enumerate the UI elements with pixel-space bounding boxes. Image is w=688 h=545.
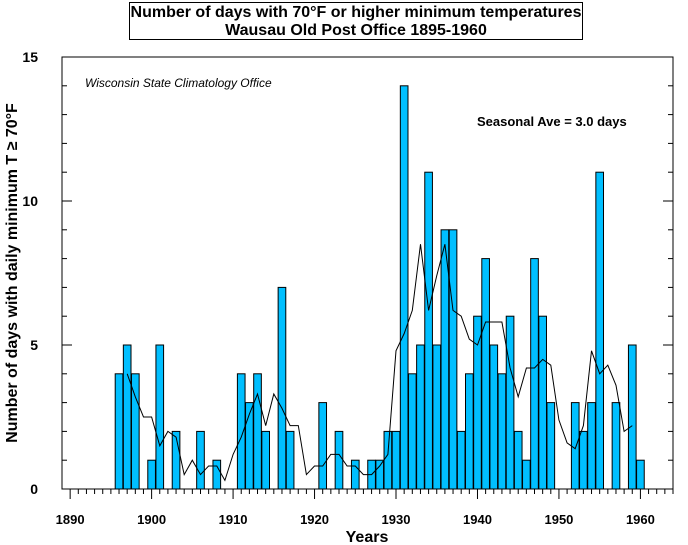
bar-1901 <box>155 344 165 490</box>
bar-1897 <box>122 344 132 490</box>
bar-1921 <box>318 402 328 490</box>
x-axis-label: Years <box>346 529 389 545</box>
bar-1947 <box>530 258 539 490</box>
bar-1908 <box>212 459 222 490</box>
running-average-line <box>126 244 633 482</box>
bar-1941 <box>481 258 490 490</box>
x-tick-label: 1930 <box>382 512 411 527</box>
bar-1933 <box>416 344 425 490</box>
bar-1931 <box>399 85 409 490</box>
bar-1913 <box>253 373 262 490</box>
bar-1957 <box>611 402 621 490</box>
chart-subtitle: Wausau Old Post Office 1895-1960 <box>225 22 487 39</box>
bar-1923 <box>334 430 344 490</box>
bar-1917 <box>285 430 295 490</box>
bar-1954 <box>587 402 596 490</box>
bar-1930 <box>391 430 401 490</box>
y-tick-label: 10 <box>22 193 38 209</box>
y-axis-ticks: 0 5 10 15 <box>22 49 673 497</box>
plot-area: 1890 1900 1910 1920 1930 1940 1950 1960 0 5 10 15 <box>22 49 674 527</box>
bar-1914 <box>261 430 270 490</box>
seasonal-average-annotation: Seasonal Ave = 3.0 days <box>477 114 627 129</box>
bar-series <box>114 85 645 490</box>
x-tick-label: 1910 <box>219 512 248 527</box>
y-tick-label: 5 <box>30 337 38 353</box>
bar-1946 <box>522 459 531 490</box>
bar-1943 <box>497 373 507 490</box>
bar-1925 <box>350 459 360 490</box>
y-tick-label: 15 <box>22 49 38 65</box>
bar-1955 <box>595 171 605 490</box>
bar-1944 <box>505 315 515 490</box>
chart-title-box: Number of days with 70°F or higher minim… <box>129 2 583 40</box>
bar-1896 <box>114 373 124 490</box>
bar-1935 <box>432 344 442 490</box>
bar-1949 <box>546 402 556 490</box>
bar-1916 <box>277 286 287 490</box>
bar-1898 <box>130 373 140 490</box>
bar-1928 <box>375 459 385 490</box>
bar-1945 <box>513 430 523 490</box>
x-tick-label: 1920 <box>300 512 329 527</box>
x-tick-label: 1900 <box>137 512 166 527</box>
bar-1932 <box>407 373 417 490</box>
bar-1906 <box>196 430 205 490</box>
bar-1903 <box>171 430 181 490</box>
x-tick-label: 1950 <box>544 512 573 527</box>
source-note: Wisconsin State Climatology Office <box>85 76 272 90</box>
bar-1939 <box>465 373 474 490</box>
bar-1900 <box>147 459 156 490</box>
bar-1953 <box>579 430 588 490</box>
bar-1937 <box>448 229 458 490</box>
bar-1952 <box>570 402 580 490</box>
y-axis-label: Number of days with daily minimum T ≥ 70… <box>4 103 21 443</box>
bar-1959 <box>627 344 637 490</box>
bar-1940 <box>473 315 482 490</box>
bar-1960 <box>636 459 645 490</box>
bar-1934 <box>424 171 433 490</box>
bar-1929 <box>383 430 393 490</box>
bar-1942 <box>489 344 499 490</box>
x-tick-label: 1940 <box>463 512 492 527</box>
x-axis-ticks: 1890 1900 1910 1920 1930 1940 1950 1960 <box>56 489 674 527</box>
y-tick-label: 0 <box>30 481 38 497</box>
bar-1948 <box>538 315 547 490</box>
chart-title: Number of days with 70°F or higher minim… <box>130 4 582 21</box>
bar-1911 <box>236 373 246 490</box>
x-tick-label: 1960 <box>626 512 655 527</box>
bar-1938 <box>456 430 466 490</box>
x-tick-label: 1890 <box>56 512 85 527</box>
